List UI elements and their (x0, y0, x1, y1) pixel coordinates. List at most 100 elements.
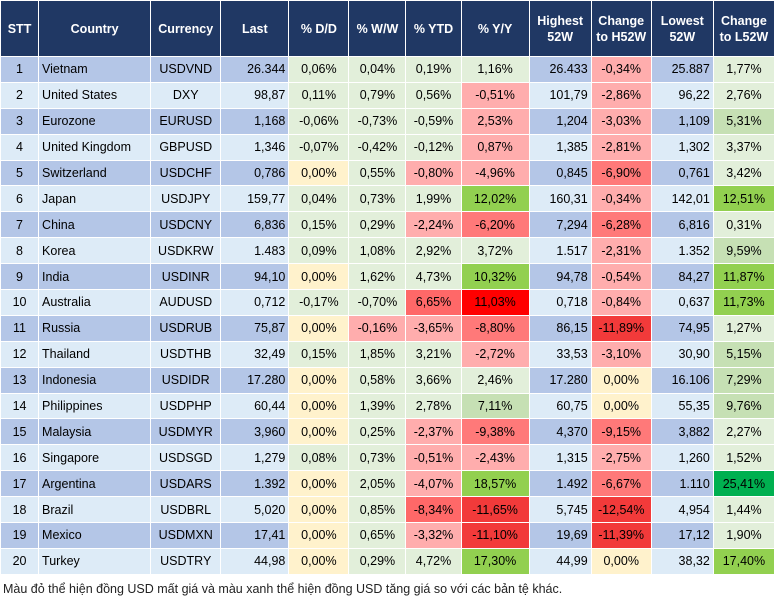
cell-stt: 5 (0, 159, 40, 187)
cell-highest-52w: 17.280 (528, 366, 592, 394)
cell-d-d: 0,00% (288, 496, 350, 524)
cell-ytd: -2,37% (405, 418, 462, 446)
cell-stt: 20 (0, 547, 40, 575)
cell-ytd: 2,92% (405, 237, 462, 265)
cell-currency: USDMYR (150, 418, 222, 446)
cell-currency: USDMXN (150, 522, 222, 549)
cell-ytd: 3,21% (405, 340, 462, 368)
cell-currency: AUDUSD (150, 289, 222, 316)
column-header: Highest 52W (528, 0, 592, 57)
cell-highest-52w: 19,69 (528, 522, 592, 549)
cell-w-w: 1,62% (348, 263, 407, 291)
cell-country: Turkey (38, 547, 152, 575)
cell-last: 26.344 (220, 56, 290, 83)
cell-change-to-h52w: -2,86% (590, 81, 652, 109)
cell-change-to-h52w: -2,31% (590, 237, 652, 265)
cell-change-to-h52w: -3,03% (590, 107, 652, 135)
cell-d-d: 0,15% (288, 211, 350, 239)
cell-highest-52w: 60,75 (528, 392, 592, 420)
currency-table: STT Country Currency Last% D/D% W/W% YTD% Y… (0, 0, 776, 575)
cell-d-d: -0,07% (288, 133, 350, 161)
cell-change-to-l52w: 5,31% (712, 107, 776, 135)
cell-lowest-52w: 1,302 (650, 133, 714, 161)
cell-ytd: 4,72% (405, 547, 462, 575)
cell-d-d: 0,00% (288, 418, 350, 446)
cell-last: 60,44 (220, 392, 290, 420)
cell-stt: 4 (0, 133, 40, 161)
cell-lowest-52w: 96,22 (650, 81, 714, 109)
cell-change-to-l52w: 3,42% (712, 159, 776, 187)
column-header: Country (38, 0, 152, 57)
cell-lowest-52w: 6,816 (650, 211, 714, 239)
cell-last: 17,41 (220, 522, 290, 549)
table-row: 3 Eurozone EURUSD 1,168 -0,06% -0,73% -0,59% 2,… (0, 107, 776, 135)
cell-y-y: 2,53% (460, 107, 530, 135)
cell-country: Switzerland (38, 159, 152, 187)
cell-w-w: -0,16% (348, 314, 407, 342)
cell-country: Thailand (38, 340, 152, 368)
cell-stt: 15 (0, 418, 40, 446)
cell-w-w: -0,73% (348, 107, 407, 135)
column-header: Currency (150, 0, 222, 57)
cell-y-y: -0,51% (460, 81, 530, 109)
cell-highest-52w: 4,370 (528, 418, 592, 446)
cell-change-to-h52w: -12,54% (590, 496, 652, 524)
cell-d-d: 0,00% (288, 547, 350, 575)
cell-country: Singapore (38, 444, 152, 472)
cell-lowest-52w: 4,954 (650, 496, 714, 524)
cell-w-w: 0,73% (348, 185, 407, 213)
cell-y-y: -8,80% (460, 314, 530, 342)
cell-ytd: -4,07% (405, 470, 462, 498)
cell-y-y: -2,72% (460, 340, 530, 368)
cell-last: 75,87 (220, 314, 290, 342)
cell-w-w: 0,65% (348, 522, 407, 549)
table-row: 11 Russia USDRUB 75,87 0,00% -0,16% -3,65% -8,8… (0, 314, 776, 342)
cell-country: China (38, 211, 152, 239)
cell-highest-52w: 86,15 (528, 314, 592, 342)
cell-change-to-l52w: 2,76% (712, 81, 776, 109)
cell-d-d: -0,17% (288, 289, 350, 316)
cell-w-w: 0,85% (348, 496, 407, 524)
cell-w-w: 1,08% (348, 237, 407, 265)
cell-y-y: 10,32% (460, 263, 530, 291)
cell-lowest-52w: 55,35 (650, 392, 714, 420)
cell-currency: USDIDR (150, 366, 222, 394)
cell-ytd: -3,32% (405, 522, 462, 549)
cell-last: 1,279 (220, 444, 290, 472)
table-row: 12 Thailand USDTHB 32,49 0,15% 1,85% 3,21% -2,7… (0, 340, 776, 368)
cell-d-d: 0,06% (288, 56, 350, 83)
cell-ytd: 0,19% (405, 56, 462, 83)
cell-last: 0,786 (220, 159, 290, 187)
cell-d-d: 0,00% (288, 314, 350, 342)
cell-lowest-52w: 30,90 (650, 340, 714, 368)
cell-highest-52w: 101,79 (528, 81, 592, 109)
cell-change-to-l52w: 5,15% (712, 340, 776, 368)
cell-stt: 1 (0, 56, 40, 83)
cell-w-w: -0,70% (348, 289, 407, 316)
cell-y-y: -11,65% (460, 496, 530, 524)
cell-last: 159,77 (220, 185, 290, 213)
cell-country: Indonesia (38, 366, 152, 394)
cell-currency: USDJPY (150, 185, 222, 213)
cell-stt: 3 (0, 107, 40, 135)
cell-last: 1,346 (220, 133, 290, 161)
cell-change-to-l52w: 9,76% (712, 392, 776, 420)
cell-last: 5,020 (220, 496, 290, 524)
cell-w-w: 0,58% (348, 366, 407, 394)
cell-w-w: 0,29% (348, 547, 407, 575)
cell-ytd: -0,80% (405, 159, 462, 187)
cell-ytd: 2,78% (405, 392, 462, 420)
cell-change-to-l52w: 11,87% (712, 263, 776, 291)
cell-currency: GBPUSD (150, 133, 222, 161)
cell-currency: USDBRL (150, 496, 222, 524)
cell-y-y: 7,11% (460, 392, 530, 420)
cell-ytd: -3,65% (405, 314, 462, 342)
cell-last: 17.280 (220, 366, 290, 394)
cell-lowest-52w: 17,12 (650, 522, 714, 549)
cell-w-w: 0,73% (348, 444, 407, 472)
cell-stt: 13 (0, 366, 40, 394)
cell-country: Eurozone (38, 107, 152, 135)
column-header: Change to H52W (590, 0, 652, 57)
cell-change-to-h52w: 0,00% (590, 392, 652, 420)
cell-last: 3,960 (220, 418, 290, 446)
